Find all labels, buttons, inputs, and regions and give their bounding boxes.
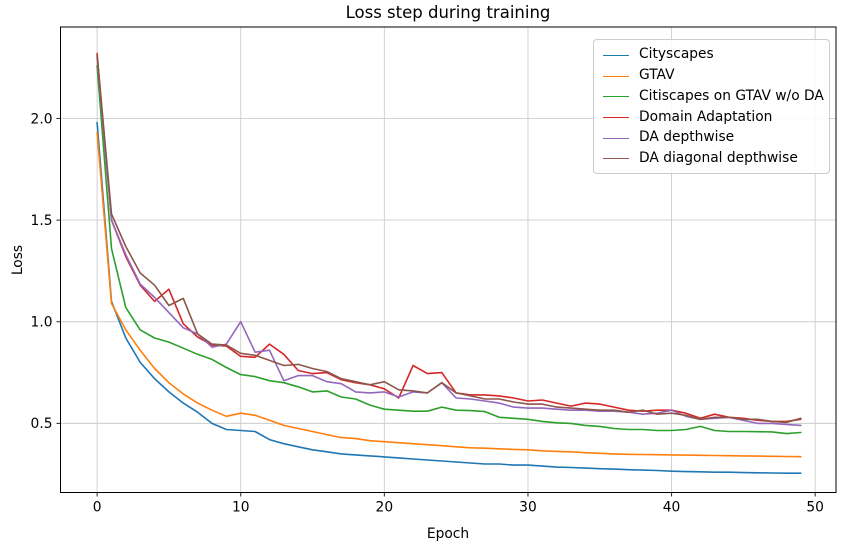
legend-line-sample bbox=[603, 54, 629, 56]
legend-entry: GTAV bbox=[603, 66, 821, 87]
x-tick-label: 30 bbox=[519, 500, 537, 516]
legend-label: GTAV bbox=[639, 67, 675, 84]
tick-layer: 0 10 20 30 40 50 0.5 1.0 1.5 2.0 bbox=[31, 111, 824, 515]
y-tick-label: 0.5 bbox=[31, 416, 53, 432]
legend-line-sample bbox=[603, 137, 629, 139]
legend-line-sample bbox=[603, 158, 629, 160]
y-tick-label: 1.5 bbox=[31, 213, 53, 229]
chart-title: Loss step during training bbox=[346, 3, 551, 22]
series-line-cityscapes bbox=[96, 121, 802, 475]
series-line-da-diagonal-depthwise bbox=[96, 54, 802, 424]
legend-label: DA depthwise bbox=[639, 129, 735, 146]
x-axis-label: Epoch bbox=[427, 526, 469, 542]
plot-border bbox=[60, 26, 837, 493]
x-tick-label: 0 bbox=[93, 500, 102, 516]
legend: Cityscapes GTAV Citiscapes on GTAV w/o DA D… bbox=[593, 39, 830, 175]
series-line-citiscapes-on-gtav-w-o-da bbox=[96, 64, 802, 435]
legend-line-sample bbox=[603, 116, 629, 118]
legend-label: Cityscapes bbox=[639, 46, 714, 63]
series-line-gtav bbox=[96, 131, 802, 458]
y-axis-label: Loss bbox=[10, 245, 26, 275]
legend-line-sample bbox=[603, 75, 629, 77]
legend-entry: Domain Adaptation bbox=[603, 107, 821, 128]
legend-entry: DA diagonal depthwise bbox=[603, 148, 821, 169]
x-tick-label: 20 bbox=[376, 500, 394, 516]
legend-entry: Citiscapes on GTAV w/o DA bbox=[603, 86, 824, 107]
x-tick-label: 50 bbox=[806, 500, 824, 516]
x-tick-label: 40 bbox=[663, 500, 681, 516]
series-layer bbox=[96, 52, 802, 475]
series-line-domain-adaptation bbox=[96, 52, 802, 423]
legend-label: Domain Adaptation bbox=[639, 108, 773, 125]
legend-entry: DA depthwise bbox=[603, 128, 821, 149]
legend-label: DA diagonal depthwise bbox=[639, 149, 798, 166]
legend-entry: Cityscapes bbox=[603, 45, 821, 66]
y-tick-label: 1.0 bbox=[31, 315, 53, 331]
y-tick-label: 2.0 bbox=[31, 111, 53, 127]
x-tick-label: 10 bbox=[232, 500, 250, 516]
legend-label: Citiscapes on GTAV w/o DA bbox=[639, 87, 824, 104]
legend-line-sample bbox=[603, 96, 629, 98]
